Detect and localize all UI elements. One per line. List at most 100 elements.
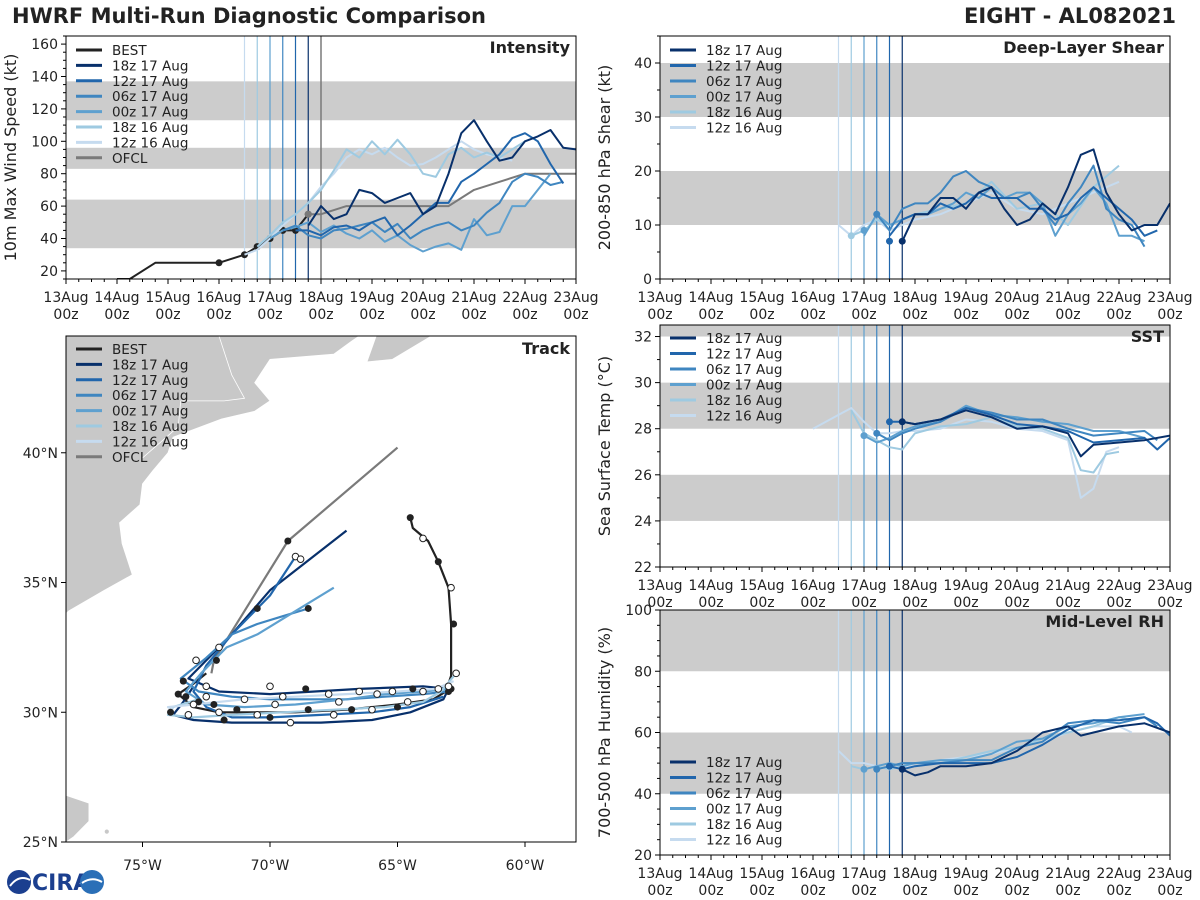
track-position-dot	[182, 693, 190, 701]
rh-ytick-label: 40	[634, 787, 652, 803]
shear-xtick-label: 17Aug	[841, 290, 886, 306]
track-xtick-label: 65°W	[378, 858, 417, 874]
track-position-hollow-dot	[335, 698, 343, 706]
track-legend-label-best: BEST	[112, 342, 147, 358]
intensity-ytick-label: 160	[31, 37, 58, 53]
track-position-dot	[212, 656, 220, 664]
track-position-dot	[284, 537, 292, 545]
shear-series-18z-17-aug	[901, 148, 1170, 242]
shear-ytick-label: 40	[634, 56, 652, 72]
intensity-xtick-label: 00z	[257, 307, 282, 323]
sst-ylabel: Sea Surface Temp (°C)	[595, 356, 614, 536]
intensity-xtick-label: 16Aug	[196, 290, 241, 306]
sst-xtick-label: 00z	[902, 595, 927, 611]
sst-init-point-06z-17-aug	[873, 429, 881, 437]
rh-xtick-label: 00z	[698, 883, 723, 899]
track-position-dot	[210, 700, 218, 708]
shear-xtick-label: 23Aug	[1147, 290, 1192, 306]
track-legend-label-00z-17-aug: 00z 17 Aug	[112, 404, 188, 420]
shear-plot-area	[660, 36, 1170, 279]
rh-series-18z-17-aug	[901, 722, 1170, 777]
track-series-ofcl	[210, 446, 399, 674]
sst-ytick-label: 26	[634, 468, 652, 484]
rh-xtick-label: 00z	[1004, 883, 1029, 899]
rh-xtick-label: 00z	[1106, 883, 1131, 899]
shear-xtick-label: 18Aug	[892, 290, 937, 306]
shear-title: Deep-Layer Shear	[1003, 38, 1164, 57]
rh-xtick-label: 00z	[953, 883, 978, 899]
sst-xtick-label: 21Aug	[1045, 578, 1090, 594]
sst-xtick-label: 20Aug	[994, 578, 1039, 594]
rh-legend-label-18z-16-aug: 18z 16 Aug	[706, 817, 782, 833]
intensity-xtick-label: 00z	[104, 307, 129, 323]
rh-xtick-label: 18Aug	[892, 866, 937, 882]
shear-xtick-label: 16Aug	[790, 290, 835, 306]
track-position-hollow-dot	[452, 669, 460, 678]
rh-ytick-label: 80	[634, 664, 652, 680]
sst-band-0	[660, 474, 1170, 521]
rh-xtick-label: 21Aug	[1045, 866, 1090, 882]
shear-xtick-label: 00z	[851, 307, 876, 323]
shear-ytick-label: 20	[634, 164, 652, 180]
rh-xtick-label: 16Aug	[790, 866, 835, 882]
intensity-xtick-label: 00z	[410, 307, 435, 323]
track-position-hollow-dot	[403, 698, 412, 706]
sst-ytick-label: 32	[634, 330, 652, 346]
track-position-dot	[434, 558, 442, 566]
rh-xtick-label: 00z	[902, 883, 927, 899]
sst-xtick-label: 16Aug	[790, 578, 835, 594]
track-legend-label-12z-17-aug: 12z 17 Aug	[112, 373, 188, 389]
intensity-legend-label-06z-17-aug: 06z 17 Aug	[112, 89, 188, 105]
sst-xtick-label: 00z	[1157, 595, 1182, 611]
rh-xtick-label: 22Aug	[1096, 866, 1141, 882]
intensity-ytick-label: 20	[40, 264, 58, 280]
rh-xtick-label: 23Aug	[1147, 866, 1192, 882]
track-position-hollow-dot	[355, 687, 364, 696]
shear-init-point-00z-17-aug	[860, 226, 868, 234]
rh-init-point-00z-17-aug	[860, 765, 868, 773]
rh-legend-label-18z-17-aug: 18z 17 Aug	[706, 755, 782, 771]
rh-init-point-12z-17-aug	[886, 762, 893, 770]
track-position-hollow-dot	[253, 711, 262, 719]
intensity-legend-label-ofcl: OFCL	[112, 151, 148, 167]
rh-series-06z-17-aug	[876, 716, 1158, 771]
sst-ytick-label: 28	[634, 422, 652, 438]
sst-series-18z-17-aug	[902, 409, 1170, 458]
rh-init-point-18z-17-aug	[898, 765, 906, 773]
sst-ytick-label: 22	[634, 560, 652, 576]
intensity-xtick-label: 17Aug	[247, 290, 292, 306]
shear-xtick-label: 00z	[749, 307, 774, 323]
track-land-islet-2	[117, 852, 122, 857]
rh-band-1	[660, 610, 1170, 672]
sst-xtick-label: 22Aug	[1096, 578, 1141, 594]
track-position-dot	[445, 687, 452, 695]
rh-ytick-label: 100	[625, 603, 652, 619]
track-xtick-label: 75°W	[123, 858, 162, 874]
track-plot-area	[66, 336, 502, 857]
intensity-xtick-label: 20Aug	[400, 290, 445, 306]
track-land-nova-scotia	[366, 336, 502, 363]
sst-legend-label-06z-17-aug: 06z 17 Aug	[706, 362, 782, 378]
track-position-hollow-dot	[189, 700, 198, 709]
sst-xtick-label: 00z	[698, 595, 723, 611]
track-position-hollow-dot	[444, 682, 453, 691]
sst-legend-label-18z-17-aug: 18z 17 Aug	[706, 331, 782, 347]
sst-init-point-00z-17-aug	[860, 432, 868, 440]
intensity-legend-label-18z-16-aug: 18z 16 Aug	[112, 120, 188, 136]
sst-legend-label-12z-17-aug: 12z 17 Aug	[706, 347, 782, 363]
shear-xtick-label: 22Aug	[1096, 290, 1141, 306]
track-land-islet-1	[97, 841, 101, 842]
rh-xtick-label: 00z	[1157, 883, 1182, 899]
sst-xtick-label: 23Aug	[1147, 578, 1192, 594]
shear-panel: 01020304013Aug00z14Aug00z15Aug00z16Aug00…	[595, 35, 1193, 323]
track-position-hollow-dot	[184, 711, 193, 719]
intensity-xtick-label: 00z	[308, 307, 333, 323]
track-position-hollow-dot	[215, 708, 223, 717]
sst-xtick-label: 19Aug	[943, 578, 988, 594]
track-position-dot	[302, 685, 310, 693]
track-position-hollow-dot	[278, 692, 287, 701]
intensity-point-best	[241, 251, 248, 259]
sst-legend-label-12z-16-aug: 12z 16 Aug	[706, 409, 782, 425]
intensity-ytick-label: 60	[40, 199, 58, 215]
